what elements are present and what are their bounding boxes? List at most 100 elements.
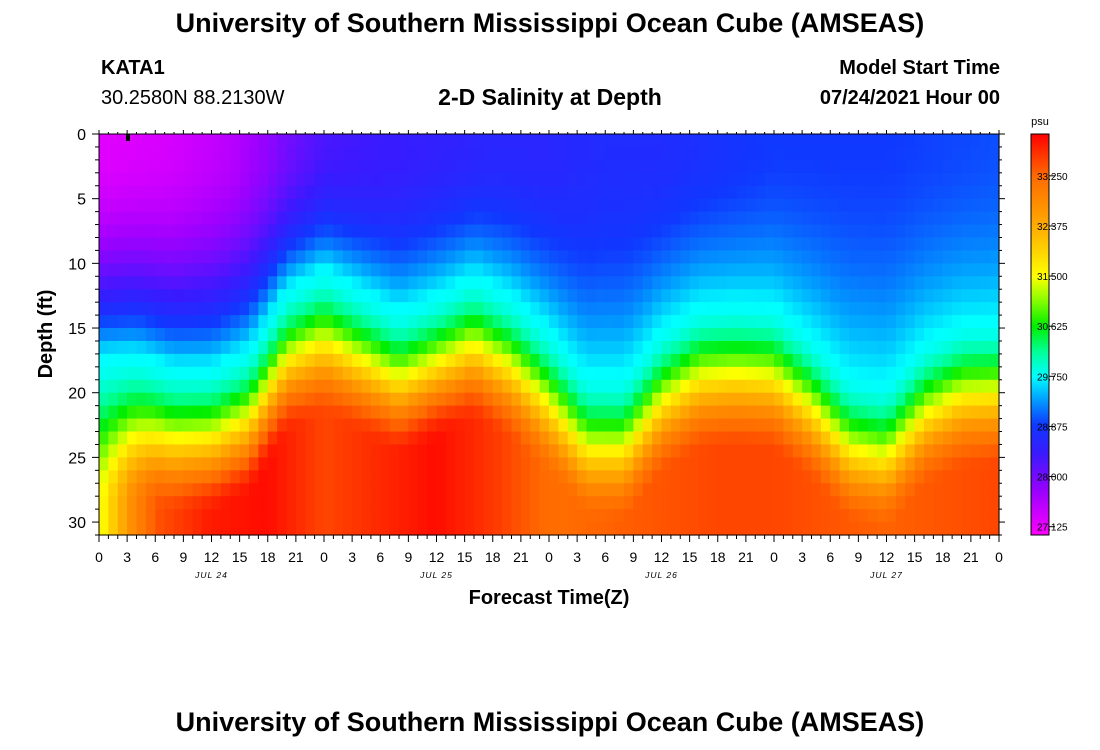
heatmap-cell bbox=[127, 366, 138, 381]
heatmap-cell bbox=[952, 340, 963, 355]
heatmap-cell bbox=[895, 509, 906, 523]
heatmap-cell bbox=[708, 379, 719, 394]
heatmap-cell bbox=[530, 483, 541, 497]
heatmap-cell bbox=[277, 159, 288, 174]
heatmap-cell bbox=[483, 134, 494, 148]
heatmap-cell bbox=[680, 250, 691, 264]
heatmap-cell bbox=[305, 328, 316, 342]
heatmap-cell bbox=[614, 470, 625, 484]
heatmap-cell bbox=[211, 340, 222, 355]
heatmap-cell bbox=[811, 353, 822, 368]
heatmap-cell bbox=[427, 509, 438, 523]
heatmap-cell bbox=[577, 366, 588, 381]
heatmap-cell bbox=[670, 418, 681, 433]
heatmap-cell bbox=[511, 353, 522, 368]
heatmap-cell bbox=[774, 224, 784, 239]
heatmap-cell bbox=[670, 444, 681, 458]
heatmap-cell bbox=[333, 522, 344, 536]
heatmap-cell bbox=[858, 302, 869, 316]
heatmap-cell bbox=[352, 315, 363, 329]
x-tick-label: 3 bbox=[573, 549, 581, 565]
heatmap-cell bbox=[295, 418, 306, 433]
heatmap-cell bbox=[605, 470, 616, 484]
heatmap-cell bbox=[389, 224, 400, 239]
heatmap-cell bbox=[145, 237, 156, 252]
heatmap-cell bbox=[689, 250, 700, 264]
heatmap-cell bbox=[877, 457, 888, 471]
heatmap-cell bbox=[895, 418, 906, 433]
heatmap-cell bbox=[924, 353, 934, 368]
heatmap-cell bbox=[258, 418, 269, 433]
heatmap-cell bbox=[877, 509, 888, 523]
heatmap-cell bbox=[108, 237, 119, 252]
heatmap-cell bbox=[820, 185, 831, 200]
heatmap-cell bbox=[614, 302, 625, 316]
heatmap-cell bbox=[408, 237, 419, 252]
heatmap-cell bbox=[914, 146, 925, 161]
heatmap-cell bbox=[774, 392, 784, 407]
heatmap-cell bbox=[558, 444, 569, 458]
heatmap-cell bbox=[399, 366, 409, 381]
heatmap-cell bbox=[417, 198, 428, 213]
heatmap-cell bbox=[839, 457, 850, 471]
heatmap-cell bbox=[905, 211, 916, 226]
heatmap-cell bbox=[117, 146, 128, 161]
heatmap-cell bbox=[258, 340, 269, 355]
heatmap-cell bbox=[811, 496, 822, 510]
heatmap-cell bbox=[811, 470, 822, 484]
heatmap-cell bbox=[839, 496, 850, 510]
heatmap-cell bbox=[389, 405, 400, 420]
heatmap-cell bbox=[267, 405, 278, 420]
heatmap-cell bbox=[652, 211, 663, 226]
heatmap-cell bbox=[183, 392, 194, 407]
heatmap-cell bbox=[577, 146, 588, 161]
heatmap-cell bbox=[699, 496, 709, 510]
heatmap-cell bbox=[839, 418, 850, 433]
heatmap-cell bbox=[745, 444, 756, 458]
heatmap-cell bbox=[267, 146, 278, 161]
heatmap-cell bbox=[220, 185, 231, 200]
heatmap-cell bbox=[258, 134, 269, 148]
heatmap-cell bbox=[783, 315, 794, 329]
heatmap-cell bbox=[136, 366, 147, 381]
heatmap-cell bbox=[577, 496, 588, 510]
heatmap-cell bbox=[952, 134, 963, 148]
heatmap-cell bbox=[342, 522, 353, 536]
heatmap-cell bbox=[680, 509, 691, 523]
heatmap-cell bbox=[811, 289, 822, 303]
heatmap-cell bbox=[136, 172, 147, 187]
heatmap-cell bbox=[652, 159, 663, 174]
heatmap-cell bbox=[239, 276, 250, 290]
heatmap-cell bbox=[492, 315, 503, 329]
heatmap-cell bbox=[849, 211, 859, 226]
heatmap-cell bbox=[127, 457, 138, 471]
heatmap-cell bbox=[961, 172, 972, 187]
heatmap-cell bbox=[511, 198, 522, 213]
heatmap-cell bbox=[924, 302, 934, 316]
heatmap-cell bbox=[783, 509, 794, 523]
heatmap-cell bbox=[708, 146, 719, 161]
heatmap-cell bbox=[483, 340, 494, 355]
heatmap-cell bbox=[502, 315, 513, 329]
heatmap-cell bbox=[361, 289, 372, 303]
heatmap-cell bbox=[755, 172, 766, 187]
heatmap-cell bbox=[530, 405, 541, 420]
heatmap-cell bbox=[174, 159, 184, 174]
heatmap-cell bbox=[849, 340, 859, 355]
heatmap-cell bbox=[305, 483, 316, 497]
heatmap-cell bbox=[314, 134, 325, 148]
heatmap-cell bbox=[849, 405, 859, 420]
heatmap-cell bbox=[164, 522, 175, 536]
heatmap-cell bbox=[802, 444, 813, 458]
model-start-value: 07/24/2021 Hour 00 bbox=[819, 87, 1000, 109]
heatmap-cell bbox=[586, 289, 597, 303]
heatmap-cell bbox=[108, 134, 119, 148]
heatmap-cell bbox=[305, 418, 316, 433]
heatmap-cell bbox=[989, 328, 1000, 342]
heatmap-cell bbox=[820, 340, 831, 355]
heatmap-cell bbox=[652, 405, 663, 420]
heatmap-cell bbox=[792, 263, 803, 277]
heatmap-cell bbox=[774, 379, 784, 394]
heatmap-cell bbox=[727, 340, 738, 355]
heatmap-cell bbox=[914, 237, 925, 252]
